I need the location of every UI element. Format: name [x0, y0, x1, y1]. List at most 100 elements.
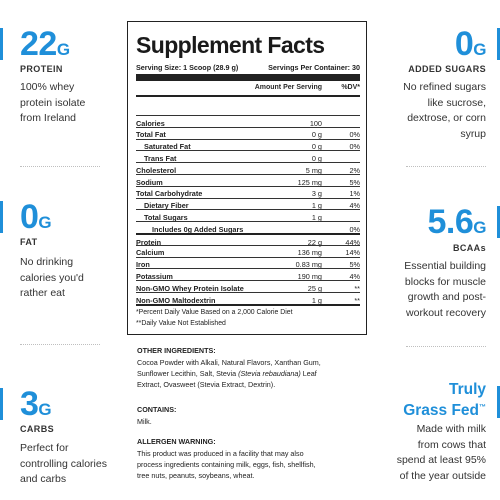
nutrient-row: Total Fat 0 g 0%	[136, 126, 360, 141]
nutrient-amount: 1 g	[311, 201, 322, 211]
nutrient-dv: 0%	[349, 224, 360, 234]
nutrient-row: Total Sugars 1 g	[136, 209, 360, 223]
panel-title: Supplement Facts	[136, 32, 325, 58]
allergen-heading: ALLERGEN WARNING:	[137, 437, 216, 446]
nutrient-amount: 0 g	[311, 153, 322, 163]
nutrient-name: Includes 0g Added Sugars	[152, 224, 244, 234]
accent-bar	[497, 386, 500, 418]
nutrient-amount: 100	[309, 118, 322, 128]
nutrient-row: Calcium 136 mg 14%	[136, 244, 360, 259]
feature-description: Essential building blocks for muscle growt…	[404, 260, 486, 319]
nutrient-row: Cholesterol 5 mg 2%	[136, 162, 360, 176]
nutrient-dv: 2%	[349, 165, 360, 175]
nutrient-dv: 5%	[349, 177, 360, 187]
nutrient-amount: 1 g	[311, 295, 322, 305]
feature-label: BCAAs	[452, 243, 486, 253]
nutrient-dv: **	[354, 295, 360, 305]
divider	[20, 344, 100, 345]
header-rule	[136, 95, 360, 97]
nutrient-row: Calories 100	[136, 115, 360, 129]
contains-text: Milk.	[137, 417, 152, 426]
nutrient-row: Sodium 125 mg 5%	[136, 174, 360, 188]
nutrient-amount: 5 mg	[305, 165, 322, 175]
other-ingredients-text: Cocoa Powder with Alkali, Natural Flavor…	[137, 358, 321, 389]
nutrient-row: Total Carbohydrate 3 g 1%	[136, 185, 360, 200]
nutrient-amount: 190 mg	[297, 271, 322, 281]
nutrient-row: Dietary Fiber 1 g 4%	[136, 197, 360, 212]
allergen-text: This product was produced in a facility …	[137, 449, 316, 480]
feature-label: CARBS	[20, 424, 55, 434]
nutrient-row: Non-GMO Maltodextrin 1 g **	[136, 292, 360, 306]
feature-description: Perfect for controlling calories and carbs	[20, 442, 107, 485]
nutrient-name: Calcium	[136, 248, 165, 258]
nutrient-name: Total Sugars	[144, 212, 188, 222]
thick-rule	[136, 74, 360, 81]
nutrient-amount: 0.83 mg	[295, 260, 322, 270]
nutrient-name: Non-GMO Whey Protein Isolate	[136, 283, 244, 293]
accent-bar	[0, 28, 3, 60]
feature-value: 0G	[20, 198, 52, 236]
divider	[406, 166, 486, 167]
nutrient-dv: 4%	[349, 201, 360, 211]
nutrient-name: Sodium	[136, 177, 163, 187]
amount-header: Amount Per Serving	[254, 84, 322, 91]
nutrient-name: Total Carbohydrate	[136, 189, 203, 199]
nutrient-name: Total Fat	[136, 130, 166, 140]
nutrient-name: Saturated Fat	[144, 142, 191, 152]
nutrient-amount: 22 g	[307, 237, 322, 247]
accent-bar	[0, 201, 3, 233]
nutrient-row: Includes 0g Added Sugars 0%	[136, 221, 360, 235]
nutrient-amount: 136 mg	[297, 248, 322, 258]
nutrient-name: Iron	[136, 260, 150, 270]
feature-description: No drinking calories you'd rather eat	[20, 256, 84, 299]
nutrient-amount: 0 g	[311, 142, 322, 152]
nutrient-dv: 0%	[349, 142, 360, 152]
bottom-rule	[136, 304, 360, 306]
accent-bar	[497, 28, 500, 60]
feature-description: Made with milk from cows that spend at lea…	[396, 423, 486, 482]
serving-size: Serving Size: 1 Scoop (28.9 g)	[136, 63, 239, 72]
nutrient-dv: 14%	[345, 248, 360, 258]
feature-label: ADDED SUGARS	[408, 64, 486, 74]
nutrient-name: Cholesterol	[136, 165, 177, 175]
servings-per-container: Servings Per Container: 30	[268, 63, 360, 72]
nutrient-dv: 44%	[345, 237, 360, 247]
nutrient-dv: 0%	[349, 130, 360, 140]
feature-value: 22G	[20, 25, 70, 63]
nutrient-dv: 1%	[349, 189, 360, 199]
nutrient-name: Calories	[136, 118, 165, 128]
nutrient-row: Non-GMO Whey Protein Isolate 25 g **	[136, 280, 360, 294]
nutrient-amount: 3 g	[311, 189, 322, 199]
nutrient-dv: 5%	[349, 260, 360, 270]
feature-value: 0G	[454, 25, 487, 63]
nutrient-row: Saturated Fat 0 g 0%	[136, 138, 360, 153]
nutrient-name: Potassium	[136, 271, 173, 281]
feature-label: FAT	[20, 237, 38, 247]
nutrient-name: Trans Fat	[144, 153, 177, 163]
feature-value: 5.6G	[427, 203, 487, 241]
dv-header: %DV*	[341, 84, 360, 91]
nutrient-row: Iron 0.83 mg 5%	[136, 256, 360, 271]
nutrient-row: Trans Fat 0 g	[136, 150, 360, 164]
contains-heading: CONTAINS:	[137, 405, 177, 414]
footnote-dv: *Percent Daily Value Based on a 2,000 Ca…	[136, 309, 293, 316]
nutrient-amount: 1 g	[311, 212, 322, 222]
feature-label: PROTEIN	[20, 64, 63, 74]
supplement-facts-panel: Supplement Facts Serving Size: 1 Scoop (…	[127, 21, 367, 335]
nutrient-dv: **	[354, 283, 360, 293]
divider	[406, 346, 486, 347]
other-ingredients-heading: OTHER INGREDIENTS:	[137, 346, 216, 355]
nutrient-amount: 25 g	[307, 283, 322, 293]
nutrient-name: Dietary Fiber	[144, 201, 189, 211]
nutrient-amount: 125 mg	[297, 177, 322, 187]
grass-fed-title: Truly Grass Fed™	[403, 381, 486, 420]
nutrient-name: Non-GMO Maltodextrin	[136, 295, 216, 305]
nutrient-name: Protein	[136, 237, 162, 247]
feature-description: No refined sugars like sucrose, dextrose, …	[403, 81, 486, 140]
feature-description: 100% whey protein isolate from Ireland	[20, 81, 86, 124]
nutrient-amount: 0 g	[311, 130, 322, 140]
divider	[20, 166, 100, 167]
footnote-not-established: **Daily Value Not Established	[136, 320, 226, 327]
nutrient-row: Protein 22 g 44%	[136, 233, 360, 248]
accent-bar	[0, 388, 3, 420]
